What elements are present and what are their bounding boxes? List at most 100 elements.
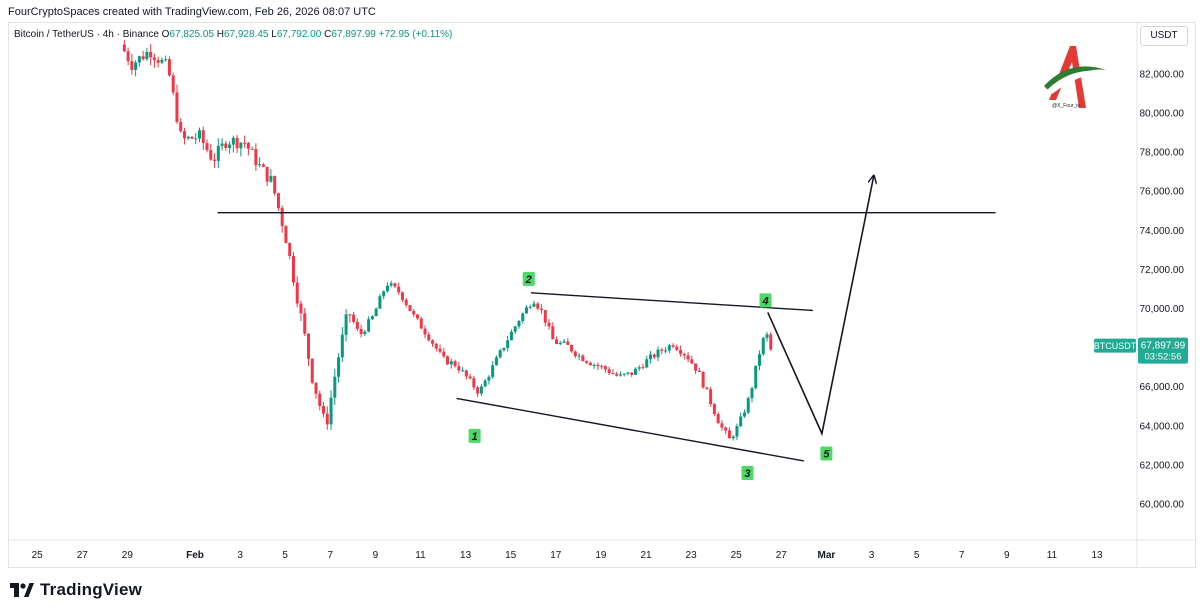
candle-body [130,61,134,70]
candle-body [570,344,574,352]
tradingview-brand: TradingView [40,580,143,599]
y-tick-label: 80,000.00 [1140,109,1185,120]
candle-body [442,351,446,357]
candle-body [468,376,472,379]
candle-body [427,334,431,341]
candle-body [626,372,630,374]
candle-body [322,405,326,414]
wave-label-5: 5 [820,446,833,461]
currency-selector[interactable]: USDT [1140,26,1188,46]
candle-body [404,299,408,306]
candles [122,39,773,441]
candle-body [134,62,138,70]
candle-body [664,350,668,352]
candle-body [461,370,465,372]
wedge-upper-trendline [530,292,813,312]
candle-body [400,292,404,300]
candle-body [555,339,559,345]
candle-body [701,371,705,388]
candle-body [378,296,382,309]
candle-body [521,313,525,321]
tradingview-footer[interactable]: TradingView [10,580,142,600]
candle-body [765,334,769,338]
wave-label-text: 5 [823,448,830,460]
candle-body [483,380,487,387]
candle-body [423,328,427,335]
candle-body [679,349,683,354]
y-tick-label: 82,000.00 [1140,69,1185,80]
candle-body [506,340,510,348]
y-tick-label: 60,000.00 [1140,500,1185,511]
x-tick-label: 3 [869,550,875,561]
x-tick-label: 7 [959,550,965,561]
candle-body [393,283,397,287]
x-tick-label: 11 [1047,550,1058,561]
candle-body [276,193,280,208]
candle-body [198,130,202,139]
wave-label-text: 1 [472,431,478,443]
legend-low-label: L [271,29,277,40]
candle-body [746,398,750,413]
candle-body [641,367,645,369]
candle-body [607,369,611,374]
candle-body [611,373,615,375]
candle-body [446,356,450,365]
ohlc-legend: Bitcoin / TetherUS · 4h · Binance O67,82… [14,29,452,40]
legend-close-label: C [324,29,332,40]
legend-high-label: H [216,29,224,40]
candle-body [160,59,164,63]
candle-body [228,144,232,148]
candle-body [464,370,468,377]
symbol-tag-text: BTCUSDT [1094,341,1137,351]
candle-body [716,414,720,424]
x-tick-label: 5 [914,550,920,561]
candle-body [385,285,389,292]
candle-body [652,354,656,358]
candle-body [419,318,423,329]
candle-body [724,427,728,431]
candle-body [213,159,217,161]
candle-body [588,362,592,366]
x-tick-label: 13 [1091,550,1103,561]
candle-body [547,322,551,327]
wedge-lower-trendline [456,397,804,462]
price-tag-countdown: 03:52:56 [1145,352,1182,363]
candle-body [705,387,709,390]
candle-body [352,314,356,322]
x-tick-label: 15 [505,550,517,561]
wave-label-text: 3 [744,468,750,480]
candle-body [585,361,589,363]
candle-body [690,359,694,364]
candle-body [697,370,701,372]
candle-body [231,137,235,145]
wave-label-box [468,428,481,443]
candle-body [573,351,577,357]
candle-body [720,423,724,428]
candle-body [566,341,570,345]
candle-body [182,131,186,139]
candle-body [637,367,641,369]
candle-body [645,359,649,368]
x-tick-label: 9 [373,550,379,561]
candle-body [472,378,476,388]
wave-label-box [741,466,754,481]
candle-body [449,361,453,365]
candle-body [675,346,679,350]
candle-body [712,404,716,415]
candle-body [600,366,604,368]
x-tick-label: 25 [731,550,743,561]
candle-body [761,337,765,355]
candle-body [686,355,690,360]
candle-body [731,436,735,439]
candle-body [344,314,348,335]
x-tick-label: 25 [32,550,44,561]
candle-body [261,164,265,167]
candle-body [186,136,190,139]
x-tick-label: 3 [237,550,243,561]
candle-body [175,92,179,123]
y-tick-label: 78,000.00 [1140,148,1185,159]
watermark-logo-icon [1044,46,1106,108]
symbol-tag [1094,338,1136,353]
candle-body [517,320,521,327]
